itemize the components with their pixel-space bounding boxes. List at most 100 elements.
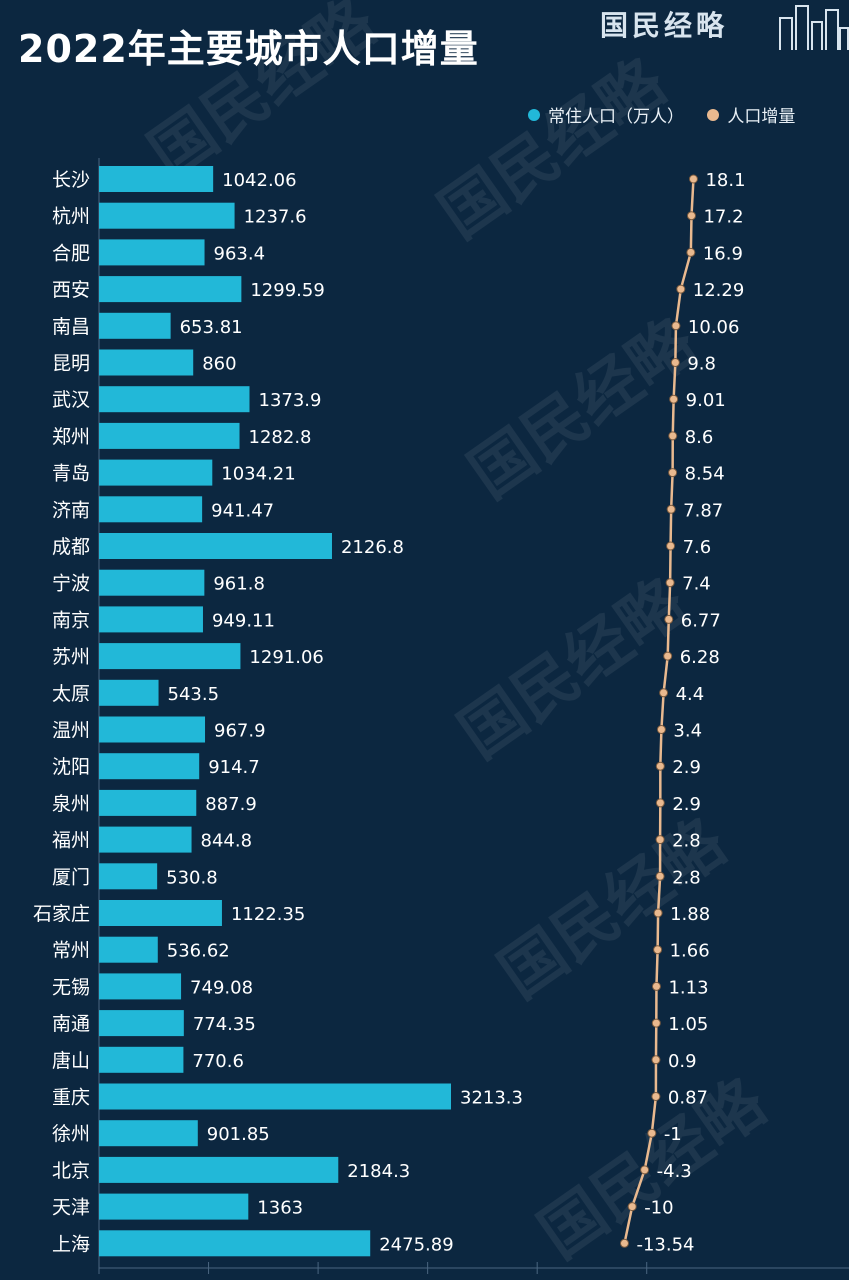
- line-value-label: 2.9: [672, 757, 701, 778]
- watermark-text: 国民经略: [136, 0, 390, 193]
- line-point: [664, 614, 674, 624]
- bar-mark: [99, 863, 158, 890]
- line-point: [670, 358, 680, 367]
- bar-mark: [99, 1046, 184, 1073]
- bar-mark: [99, 643, 241, 670]
- bar-mark: [99, 826, 192, 853]
- legend-dot-icon: [528, 108, 540, 121]
- bar-value-label: 1034.21: [221, 464, 295, 485]
- category-label: 合肥: [52, 242, 90, 264]
- line-point: [666, 504, 676, 514]
- legend-item-population: 常住人口（万人）: [528, 102, 684, 127]
- category-label: 苏州: [52, 646, 90, 668]
- bar-value-label: 770.6: [192, 1051, 244, 1072]
- bar-value-label: 887.9: [205, 794, 257, 815]
- line-value-label: 8.54: [685, 464, 725, 485]
- category-label: 太原: [52, 683, 90, 705]
- bar-series: [99, 166, 451, 1257]
- category-label: 上海: [52, 1233, 90, 1255]
- category-label: 成都: [52, 536, 90, 558]
- line-value-label: 2.8: [672, 867, 701, 888]
- category-label: 无锡: [52, 976, 90, 998]
- bar-mark: [99, 1010, 184, 1037]
- line-point: [651, 981, 661, 991]
- bar-value-label: 967.9: [214, 721, 266, 742]
- bar-value-label: 844.8: [201, 831, 253, 852]
- bar-value-label: 961.8: [213, 574, 265, 595]
- bar-value-label: 1299.59: [250, 280, 324, 301]
- line-value-label: 1.05: [668, 1014, 708, 1035]
- bar-value-label: 1291.06: [249, 647, 323, 668]
- bar-mark: [99, 386, 250, 413]
- line-point: [686, 211, 696, 221]
- axis: [98, 158, 849, 1274]
- bar-mark: [99, 936, 158, 963]
- bar-mark: [99, 1120, 198, 1147]
- line-value-label: 3.4: [673, 721, 702, 742]
- category-label: 武汉: [52, 389, 90, 411]
- line-value-label: 16.9: [703, 243, 743, 264]
- bar-value-label: 2184.3: [347, 1161, 410, 1182]
- bar-mark: [99, 679, 159, 706]
- watermark-text: 国民经略: [426, 44, 680, 253]
- line-value-label: -10: [644, 1198, 673, 1219]
- bar-mark: [99, 1230, 371, 1257]
- line-value-label: 1.66: [670, 941, 710, 962]
- category-label: 济南: [52, 499, 90, 521]
- line-value-label: 2.8: [672, 831, 701, 852]
- chart-title: 2022年主要城市人口增量: [18, 27, 479, 71]
- category-label: 徐州: [52, 1123, 90, 1145]
- line-value-label: 9.01: [686, 390, 726, 411]
- line-point: [651, 1092, 661, 1101]
- category-label: 北京: [52, 1160, 90, 1182]
- category-label: 西安: [52, 279, 90, 301]
- line-point: [655, 835, 665, 845]
- line-point: [668, 468, 678, 478]
- skyline-icon: [779, 5, 849, 50]
- line-value-label: 7.6: [683, 537, 712, 558]
- line-point: [659, 688, 669, 698]
- line-value-label: 18.1: [705, 170, 745, 191]
- bar-mark: [99, 606, 203, 633]
- line-point: [663, 651, 673, 661]
- bar-value-label: 1237.6: [244, 207, 307, 228]
- line-value-label: 6.28: [680, 647, 720, 668]
- line-value-label: 10.06: [688, 317, 740, 338]
- bar-mark: [99, 900, 222, 926]
- category-label: 南昌: [52, 316, 90, 338]
- bar-mark: [99, 349, 194, 376]
- bar-value-label: 1373.9: [259, 390, 322, 411]
- bar-value-label: 653.81: [180, 317, 243, 338]
- line-point: [666, 541, 676, 551]
- line-point: [686, 247, 696, 257]
- bar-value-label: 941.47: [211, 500, 274, 521]
- bar-mark: [99, 239, 205, 266]
- line-value-label: 6.77: [681, 610, 721, 631]
- bar-value-label: 1122.35: [231, 904, 305, 925]
- line-value-label: -4.3: [657, 1161, 692, 1182]
- line-point: [653, 908, 663, 918]
- category-label: 石家庄: [33, 903, 90, 925]
- category-label: 天津: [52, 1197, 90, 1219]
- line-value-label: -1: [664, 1124, 682, 1145]
- bar-value-label: 536.62: [167, 941, 230, 962]
- legend-dot-icon: [707, 108, 720, 121]
- line-point: [655, 871, 665, 881]
- line-value-label: 7.87: [683, 500, 723, 521]
- category-label: 南通: [52, 1013, 90, 1035]
- line-value-label: 12.29: [693, 280, 745, 301]
- bar-value-label: 774.35: [193, 1014, 256, 1035]
- category-label: 温州: [52, 720, 90, 742]
- category-label: 唐山: [52, 1050, 90, 1072]
- line-point: [640, 1165, 650, 1175]
- bar-value-label: 963.4: [214, 243, 266, 264]
- point-value-labels: 18.1 17.2 16.9 12.29 10.06 9.8 9.01 8.6 8.54 7.87…: [636, 170, 745, 1255]
- line-point: [619, 1238, 629, 1248]
- bar-mark: [99, 496, 203, 523]
- category-label: 长沙: [52, 169, 90, 191]
- legend-label: 人口增量: [727, 107, 796, 127]
- category-label: 青岛: [52, 463, 90, 485]
- bar-mark: [99, 789, 197, 816]
- line-point: [669, 394, 679, 404]
